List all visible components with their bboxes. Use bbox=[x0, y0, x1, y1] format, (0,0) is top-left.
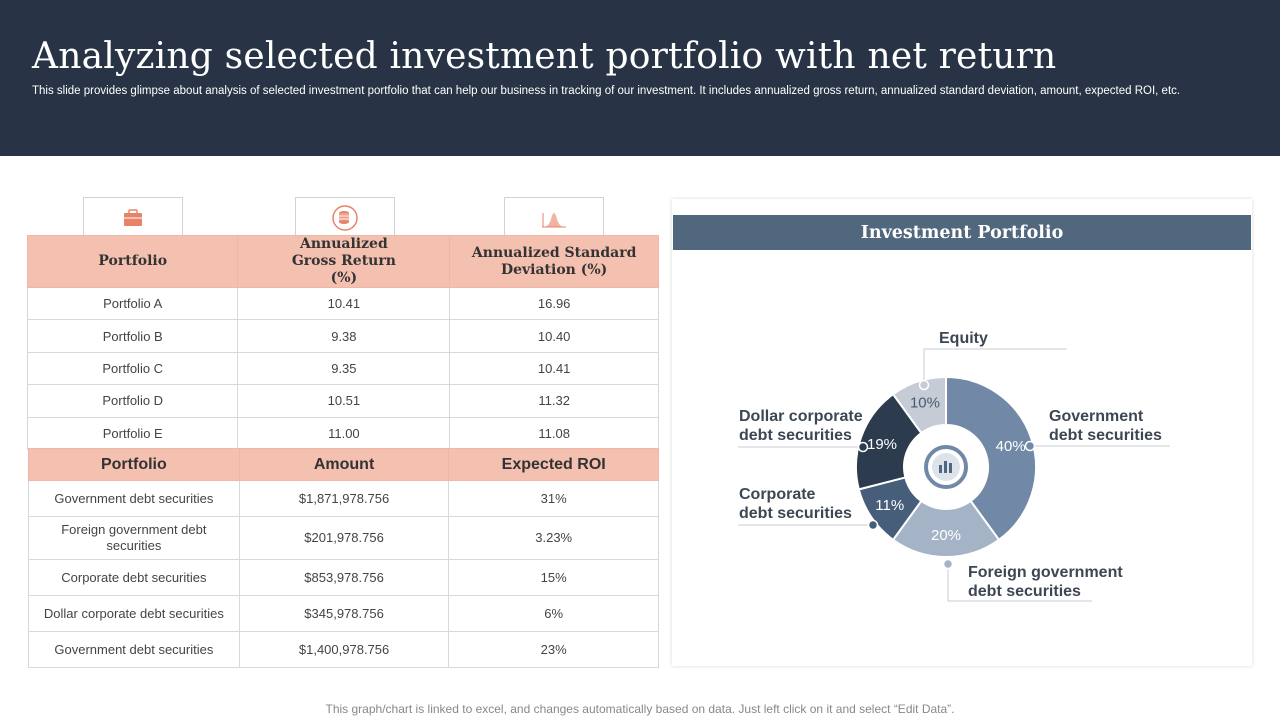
cell-amount: $1,400,978.756 bbox=[238, 631, 450, 668]
curve-icon-box bbox=[504, 197, 604, 237]
cell-amount: $853,978.756 bbox=[238, 559, 450, 596]
slice-equity[interactable] bbox=[891, 375, 947, 435]
cell-std-dev: 16.96 bbox=[449, 286, 659, 321]
cell-gross-return: 11.00 bbox=[237, 416, 451, 450]
cell-portfolio: Portfolio A bbox=[26, 286, 239, 321]
leader-dot-foreign-government-debt-securities bbox=[942, 558, 954, 570]
legend-label-dollar-corporate-debt-securities: Dollar corporate debt securities bbox=[739, 408, 863, 444]
amount-col-roi: Expected ROI bbox=[448, 448, 659, 481]
briefcase-icon bbox=[124, 208, 142, 226]
amount-table: Portfolio Amount Expected ROI Government… bbox=[28, 448, 659, 668]
chart-title: Investment Portfolio bbox=[673, 215, 1251, 250]
legend-label-government-debt-securities: Government debt securities bbox=[1049, 408, 1162, 444]
cell-std-dev: 10.40 bbox=[449, 319, 659, 353]
table-row: Corporate debt securities $853,978.756 1… bbox=[28, 559, 659, 596]
table-row: Government debt securities $1,871,978.75… bbox=[28, 480, 659, 517]
data-label-dollar-corporate-debt-securities: 19% bbox=[867, 436, 897, 453]
data-label-equity: 10% bbox=[910, 394, 940, 411]
cell-gross-return: 10.51 bbox=[237, 384, 451, 418]
table-row: Portfolio B 9.38 10.40 bbox=[26, 319, 659, 353]
cell-portfolio: Portfolio E bbox=[26, 416, 239, 450]
cell-std-dev: 11.32 bbox=[449, 384, 659, 418]
cell-portfolio: Portfolio D bbox=[26, 384, 239, 418]
data-label-foreign-government-debt-securities: 20% bbox=[931, 527, 961, 544]
returns-col-stddev: Annualized Standard Deviation (%) bbox=[449, 235, 659, 288]
cell-amount: $345,978.756 bbox=[238, 595, 450, 632]
amount-col-amount: Amount bbox=[238, 448, 450, 481]
investment-donut-chart[interactable]: 40% 20% 11% 19% 10% Government debt securitie… bbox=[672, 199, 1252, 666]
cell-portfolio: Corporate debt securities bbox=[28, 559, 240, 596]
table-row: Foreign government debt securities $201,… bbox=[28, 516, 659, 560]
cell-gross-return: 9.38 bbox=[237, 319, 451, 353]
page-title: Analyzing selected investment portfolio … bbox=[32, 36, 1057, 77]
legend-label-foreign-government-debt-securities: Foreign government debt securities bbox=[968, 564, 1123, 600]
table-row: Portfolio A 10.41 16.96 bbox=[26, 286, 659, 321]
coin-stack-icon bbox=[332, 204, 358, 231]
table-row: Government debt securities $1,400,978.75… bbox=[28, 631, 659, 668]
returns-table-header: Portfolio Annualized Gross Return (%) An… bbox=[26, 235, 659, 288]
leader-line-foreign-government-debt-securities bbox=[947, 564, 1092, 602]
cell-amount: $1,871,978.756 bbox=[238, 480, 450, 517]
cell-portfolio: Government debt securities bbox=[28, 631, 240, 668]
returns-table: Portfolio Annualized Gross Return (%) An… bbox=[26, 235, 659, 450]
cell-std-dev: 11.08 bbox=[449, 416, 659, 450]
amount-table-header: Portfolio Amount Expected ROI bbox=[28, 448, 659, 481]
returns-col-gross: Annualized Gross Return (%) bbox=[237, 235, 451, 288]
table-row: Portfolio D 10.51 11.32 bbox=[26, 384, 659, 418]
returns-col-portfolio: Portfolio bbox=[26, 235, 239, 288]
chart-report-icon bbox=[924, 445, 968, 489]
table-row: Dollar corporate debt securities $345,97… bbox=[28, 595, 659, 632]
coin-icon-box bbox=[295, 197, 395, 237]
data-label-corporate-debt-securities: 11% bbox=[875, 497, 904, 514]
leader-dot-dollar-corporate-debt-securities bbox=[857, 441, 869, 453]
legend-label-equity: Equity bbox=[939, 330, 988, 347]
cell-roi: 3.23% bbox=[448, 516, 659, 560]
leader-dot-government-debt-securities bbox=[1024, 440, 1036, 452]
cell-portfolio: Foreign government debt securities bbox=[28, 516, 240, 560]
data-label-government-debt-securities: 40% bbox=[996, 438, 1026, 455]
bell-curve-icon bbox=[542, 212, 566, 227]
footer-note: This graph/chart is linked to excel, and… bbox=[325, 702, 955, 716]
page-subtitle: This slide provides glimpse about analys… bbox=[32, 85, 1181, 97]
legend-label-corporate-debt-securities: Corporate debt securities bbox=[739, 486, 852, 522]
table-row: Portfolio C 9.35 10.41 bbox=[26, 351, 659, 386]
cell-std-dev: 10.41 bbox=[449, 351, 659, 386]
cell-portfolio: Government debt securities bbox=[28, 480, 240, 517]
slice-foreign-government-debt-securities[interactable] bbox=[891, 499, 1001, 558]
cell-roi: 6% bbox=[448, 595, 659, 632]
investment-portfolio-card: Investment Portfolio 40% 20% 11% 19% 10% Gov… bbox=[672, 199, 1252, 666]
table-row: Portfolio E 11.00 11.08 bbox=[26, 416, 659, 450]
cell-portfolio: Portfolio C bbox=[26, 351, 239, 386]
leader-dot-equity bbox=[918, 379, 930, 391]
cell-gross-return: 10.41 bbox=[237, 286, 451, 321]
briefcase-icon-box bbox=[83, 197, 183, 237]
amount-col-portfolio: Portfolio bbox=[28, 448, 240, 481]
cell-portfolio: Portfolio B bbox=[26, 319, 239, 353]
leader-dot-corporate-debt-securities bbox=[867, 519, 879, 531]
cell-roi: 31% bbox=[448, 480, 659, 517]
cell-roi: 23% bbox=[448, 631, 659, 668]
slide-header: Analyzing selected investment portfolio … bbox=[0, 0, 1280, 156]
slice-government-debt-securities[interactable] bbox=[945, 375, 1037, 542]
cell-roi: 15% bbox=[448, 559, 659, 596]
cell-gross-return: 9.35 bbox=[237, 351, 451, 386]
leader-line-equity bbox=[923, 348, 1067, 385]
cell-portfolio: Dollar corporate debt securities bbox=[28, 595, 240, 632]
cell-amount: $201,978.756 bbox=[238, 516, 450, 560]
